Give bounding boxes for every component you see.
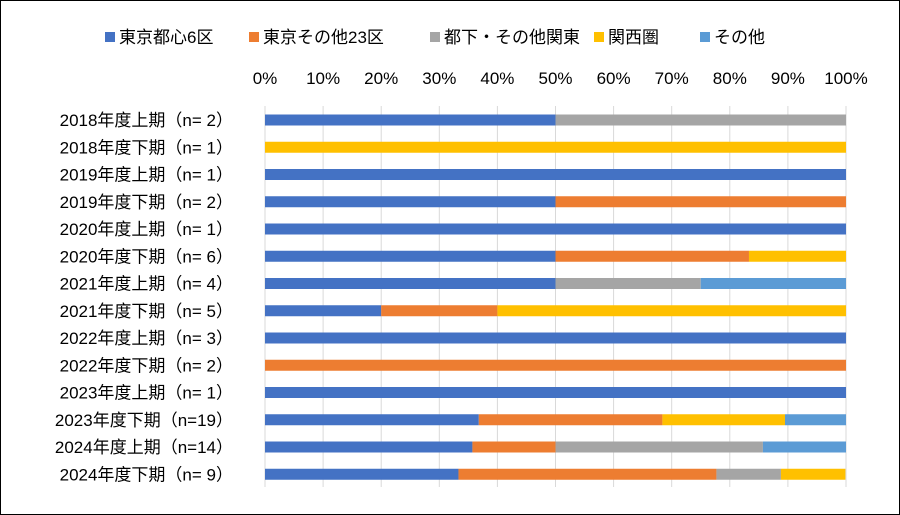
x-tick-label: 70% [655, 69, 689, 88]
bar-segment [555, 278, 701, 289]
x-tick-label: 100% [824, 69, 867, 88]
bar-row [265, 250, 846, 262]
bar-segment [265, 250, 556, 262]
bar-segment [478, 414, 663, 426]
bar-segment [265, 441, 473, 453]
bar-segment [497, 305, 846, 317]
bar-segment [265, 305, 382, 317]
bar-row [265, 387, 846, 398]
category-label: 2021年度下期（n= 5） [60, 302, 233, 321]
legend-item: 関西圏 [594, 28, 659, 47]
legend-swatch [105, 32, 115, 42]
category-label: 2019年度下期（n= 2） [60, 193, 233, 212]
bars [265, 114, 846, 480]
bar-segment [265, 223, 846, 235]
bar-segment [780, 468, 846, 480]
legend-label: 東京都心6区 [119, 28, 213, 47]
bar-segment [716, 468, 781, 480]
legend-label: その他 [714, 28, 765, 47]
bar-row [265, 278, 846, 289]
legend-label: 東京その他23区 [263, 28, 384, 47]
bar-row [265, 196, 846, 208]
legend-swatch [594, 32, 604, 42]
bar-segment [265, 169, 846, 180]
bar-row [265, 114, 846, 126]
bar-segment [265, 332, 846, 344]
x-tick-label: 60% [597, 69, 631, 88]
category-label: 2024年度上期（n=14） [55, 438, 233, 457]
bar-segment [555, 441, 763, 453]
legend-label: 都下・その他関東 [444, 28, 580, 47]
bar-segment [555, 196, 846, 208]
legend-item: 都下・その他関東 [430, 28, 580, 47]
x-tick-label: 10% [306, 69, 340, 88]
x-tick-label: 0% [253, 69, 278, 88]
bar-segment [265, 387, 846, 398]
bar-segment [265, 359, 846, 371]
bar-row [265, 441, 846, 453]
category-label: 2019年度上期（n= 1） [60, 166, 233, 185]
category-label: 2021年度上期（n= 4） [60, 275, 233, 294]
bar-segment [265, 141, 846, 153]
legend-swatch [249, 32, 259, 42]
category-label: 2018年度上期（n= 2） [60, 111, 233, 130]
bar-segment [472, 441, 556, 453]
bar-segment [265, 468, 459, 480]
bar-row [265, 468, 846, 480]
bar-segment [748, 250, 846, 262]
x-tick-label: 20% [364, 69, 398, 88]
category-label: 2022年度下期（n= 2） [60, 356, 233, 375]
x-tick-label: 50% [538, 69, 572, 88]
bar-segment [662, 414, 785, 426]
bar-row [265, 305, 846, 317]
legend-item: 東京その他23区 [249, 28, 384, 47]
x-tick-label: 30% [422, 69, 456, 88]
category-label: 2020年度下期（n= 6） [60, 247, 233, 266]
bar-row [265, 169, 846, 180]
legend-item: その他 [700, 28, 765, 47]
bar-row [265, 414, 846, 426]
legend-item: 東京都心6区 [105, 28, 213, 47]
x-tick-label: 40% [480, 69, 514, 88]
bar-segment [784, 414, 846, 426]
legend-swatch [700, 32, 710, 42]
category-label: 2024年度下期（n= 9） [60, 465, 233, 484]
category-label: 2023年度上期（n= 1） [60, 384, 233, 403]
legend: 東京都心6区 東京その他23区 都下・その他関東 関西圏 その他 [105, 28, 765, 47]
category-labels: 2018年度上期（n= 2） 2018年度下期（n= 1） 2019年度上期（n= … [55, 111, 233, 484]
bar-segment [381, 305, 498, 317]
category-label: 2018年度下期（n= 1） [60, 138, 233, 157]
bar-segment [265, 278, 556, 289]
bar-row [265, 223, 846, 235]
bar-segment [762, 441, 846, 453]
category-label: 2022年度上期（n= 3） [60, 329, 233, 348]
gridlines [264, 106, 847, 487]
bar-segment [555, 114, 846, 126]
bar-segment [265, 114, 556, 126]
x-tick-label: 80% [713, 69, 747, 88]
bar-row [265, 141, 846, 153]
category-label: 2020年度上期（n= 1） [60, 220, 233, 239]
bar-segment [555, 250, 749, 262]
legend-label: 関西圏 [608, 28, 659, 47]
legend-swatch [430, 32, 440, 42]
bar-row [265, 359, 846, 371]
bar-segment [700, 278, 846, 289]
x-axis-ticks: 0% 10% 20% 30% 40% 50% 60% 70% 80% 90% 100% [253, 69, 868, 88]
bar-segment [265, 196, 556, 208]
bar-row [265, 332, 846, 344]
category-label: 2023年度下期（n=19） [55, 411, 233, 430]
bar-segment [265, 414, 479, 426]
x-tick-label: 90% [771, 69, 805, 88]
bar-segment [458, 468, 717, 480]
